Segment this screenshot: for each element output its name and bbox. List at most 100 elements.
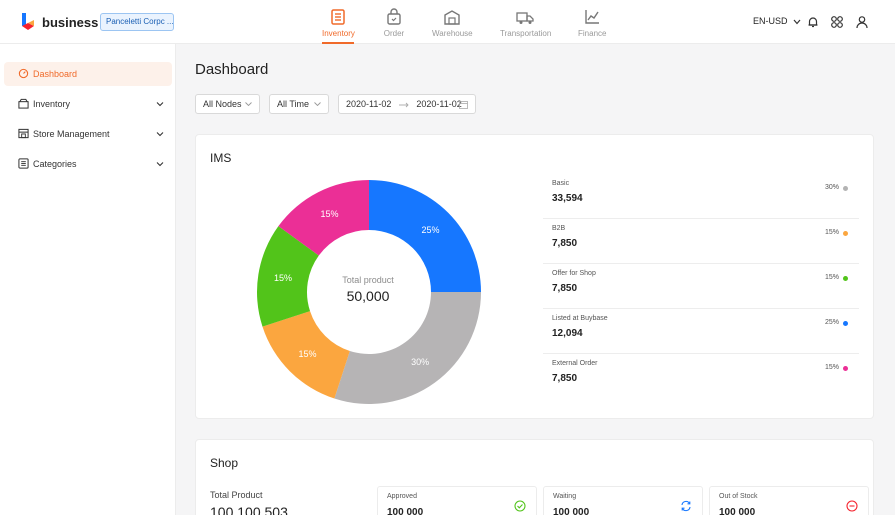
stat-value: 100 000 <box>719 507 756 515</box>
legend-item-percent: 30% <box>824 184 839 191</box>
brand-logo-icon <box>22 13 34 30</box>
legend-dot <box>843 366 848 371</box>
check-circle-icon <box>514 500 526 512</box>
order-bag-icon <box>387 8 401 25</box>
chevron-down-icon[interactable] <box>156 160 164 168</box>
donut-slice-label: 30% <box>411 357 430 368</box>
brand-logo[interactable]: business <box>20 12 98 32</box>
legend-item-name: Offer for Shop <box>552 270 596 277</box>
date-from[interactable]: 2020-11-02 <box>346 99 392 109</box>
donut-center-value: 50,000 <box>346 288 390 304</box>
stat-label: Waiting <box>553 493 577 500</box>
language-selector[interactable]: EN-USD <box>753 16 801 26</box>
legend-item-name: B2B <box>552 225 566 232</box>
nav-tab-label: Warehouse <box>432 29 473 38</box>
legend-item-value: 7,850 <box>552 283 578 294</box>
shop-card-title: Shop <box>210 456 239 470</box>
sidebar-item-dashboard[interactable]: Dashboard <box>4 62 172 86</box>
legend-item-value: 7,850 <box>552 238 578 249</box>
legend-item-name: Listed at Buybase <box>552 315 608 322</box>
refresh-icon <box>681 500 691 512</box>
nav-tab-transportation[interactable]: Transportation <box>500 0 551 44</box>
date-to[interactable]: 2020-11-02 <box>416 99 462 109</box>
nav-tab-label: Finance <box>578 29 607 38</box>
language-label: EN-USD <box>753 16 788 26</box>
legend-item: Basic 33,594 30% <box>543 174 859 219</box>
time-filter-value: All Time <box>277 99 310 109</box>
legend-item-value: 12,094 <box>552 328 583 339</box>
legend-dot <box>843 231 848 236</box>
legend-item-percent: 15% <box>824 274 839 281</box>
legend-item: B2B 7,850 15% <box>543 219 859 264</box>
sidebar-item-store-management[interactable]: Store Management <box>4 122 172 146</box>
nav-tab-finance[interactable]: Finance <box>578 0 606 44</box>
store-icon <box>18 128 29 139</box>
sidebar-item-categories[interactable]: Categories <box>4 152 172 176</box>
brand-name: business <box>42 14 99 30</box>
nodes-filter-select[interactable]: All Nodes <box>195 94 260 114</box>
legend-item: External Order 7,850 15% <box>543 354 859 399</box>
stat-label: Approved <box>387 493 417 500</box>
stat-value: 100 000 <box>387 507 424 515</box>
stat-card-approved[interactable]: Approved 100 000 <box>377 486 537 515</box>
nav-tab-label: Inventory <box>322 29 355 38</box>
ims-donut-chart <box>257 180 481 404</box>
chevron-down-icon[interactable] <box>156 130 164 138</box>
donut-slice[interactable] <box>257 226 319 327</box>
ims-card-title: IMS <box>210 151 232 165</box>
legend-dot <box>843 321 848 326</box>
legend-item-percent: 15% <box>824 364 839 371</box>
sidebar-item-label: Store Management <box>33 129 110 139</box>
legend-item-percent: 25% <box>824 319 839 326</box>
donut-slice-label: 15% <box>274 273 293 284</box>
donut-slice[interactable] <box>262 311 350 399</box>
bell-icon[interactable] <box>806 15 820 29</box>
legend-dot <box>843 186 848 191</box>
inventory-box-icon <box>18 98 29 109</box>
nav-tab-inventory[interactable]: Inventory <box>322 0 355 44</box>
sidebar-item-inventory[interactable]: Inventory <box>4 92 172 116</box>
finance-chart-icon <box>585 10 599 24</box>
donut-slice-label: 15% <box>320 209 339 220</box>
stat-card-out-of-stock[interactable]: Out of Stock 100 000 <box>709 486 869 515</box>
donut-slice[interactable] <box>278 180 369 256</box>
donut-slice-label: 25% <box>421 225 440 236</box>
chevron-down-icon[interactable] <box>156 100 164 108</box>
chevron-down-icon <box>314 102 321 106</box>
donut-center-label: Total product <box>342 275 394 285</box>
date-range-picker[interactable]: 2020-11-02 2020-11-02 <box>338 94 476 114</box>
dashboard-icon <box>18 68 29 79</box>
sidebar-item-label: Dashboard <box>33 69 78 79</box>
donut-slice[interactable] <box>369 180 481 292</box>
calendar-icon <box>459 101 468 109</box>
user-icon[interactable] <box>855 15 869 29</box>
shop-total-label: Total Product <box>210 490 263 500</box>
nav-tab-order[interactable]: Order <box>380 0 408 44</box>
nodes-filter-value: All Nodes <box>203 99 242 109</box>
shop-total-value: 100 100 503 <box>210 504 288 515</box>
stat-card-waiting[interactable]: Waiting 100 000 <box>543 486 703 515</box>
legend-item-name: Basic <box>552 180 570 187</box>
nav-tab-label: Order <box>383 29 405 38</box>
donut-slice-label: 15% <box>298 348 317 359</box>
time-filter-select[interactable]: All Time <box>269 94 329 114</box>
stat-value: 100 000 <box>553 507 590 515</box>
legend-item-name: External Order <box>552 360 598 367</box>
apps-grid-icon[interactable] <box>830 15 844 29</box>
legend-item: Offer for Shop 7,850 15% <box>543 264 859 309</box>
legend-item-value: 33,594 <box>552 193 583 204</box>
truck-icon <box>516 12 534 24</box>
sidebar-item-label: Categories <box>33 159 77 169</box>
chevron-down-icon <box>245 102 252 106</box>
company-selector[interactable]: Panceletti Corpc ... <box>100 13 174 31</box>
legend-item-percent: 15% <box>824 229 839 236</box>
arrow-right-icon <box>398 102 409 107</box>
legend-item: Listed at Buybase 12,094 25% <box>543 309 859 354</box>
donut-slice[interactable] <box>334 292 481 404</box>
warehouse-icon <box>444 10 460 25</box>
top-bar: business Panceletti Corpc ... Inventory … <box>0 0 895 44</box>
minus-circle-icon <box>846 500 858 512</box>
legend-item-value: 7,850 <box>552 373 578 384</box>
nav-tab-warehouse[interactable]: Warehouse <box>432 0 473 44</box>
stat-label: Out of Stock <box>719 493 758 500</box>
